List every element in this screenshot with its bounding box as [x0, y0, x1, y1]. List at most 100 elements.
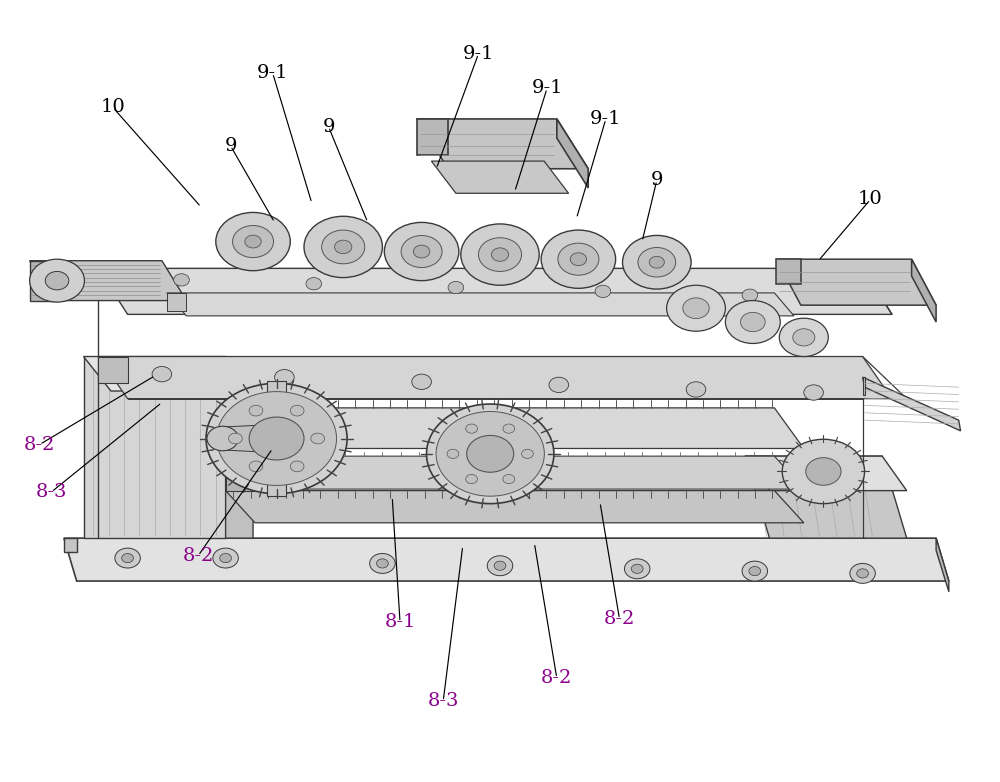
Polygon shape [863, 377, 865, 395]
Text: 9-1: 9-1 [257, 64, 288, 82]
Circle shape [740, 312, 765, 332]
Circle shape [649, 256, 664, 268]
Circle shape [742, 289, 758, 301]
Circle shape [494, 561, 506, 570]
Polygon shape [128, 268, 863, 296]
Circle shape [249, 417, 304, 460]
Polygon shape [98, 357, 892, 399]
Circle shape [570, 253, 587, 266]
Polygon shape [30, 260, 186, 300]
Polygon shape [863, 377, 961, 431]
Circle shape [412, 374, 431, 389]
Polygon shape [417, 119, 588, 169]
Circle shape [335, 240, 352, 253]
Circle shape [426, 404, 554, 504]
Circle shape [461, 224, 539, 285]
Text: 9-1: 9-1 [531, 79, 563, 97]
Circle shape [436, 411, 544, 497]
Circle shape [384, 222, 459, 281]
Text: 8-2: 8-2 [182, 547, 214, 565]
Text: 8-2: 8-2 [541, 669, 573, 687]
Polygon shape [417, 119, 448, 155]
Circle shape [857, 569, 868, 578]
Polygon shape [98, 268, 892, 314]
Circle shape [491, 248, 509, 261]
Text: 8-3: 8-3 [427, 692, 459, 710]
Circle shape [122, 554, 133, 563]
Circle shape [220, 554, 231, 563]
Polygon shape [84, 357, 226, 538]
Circle shape [478, 238, 522, 271]
Circle shape [206, 383, 347, 493]
Circle shape [638, 247, 676, 277]
Polygon shape [167, 293, 794, 316]
Polygon shape [84, 357, 253, 391]
Text: 9-1: 9-1 [463, 45, 494, 63]
Circle shape [275, 370, 294, 385]
Circle shape [749, 566, 761, 576]
Circle shape [631, 564, 643, 573]
Circle shape [370, 554, 395, 573]
Circle shape [306, 278, 322, 290]
Circle shape [779, 318, 828, 357]
Polygon shape [431, 161, 569, 193]
Text: 9-1: 9-1 [590, 110, 622, 128]
Text: 10: 10 [101, 99, 125, 117]
Circle shape [522, 449, 533, 458]
Text: 8-2: 8-2 [604, 611, 635, 629]
Polygon shape [912, 259, 936, 322]
Text: 9: 9 [224, 137, 237, 155]
Circle shape [413, 245, 430, 258]
Circle shape [487, 556, 513, 576]
Circle shape [725, 300, 780, 343]
Circle shape [623, 235, 691, 289]
Circle shape [742, 561, 768, 581]
Circle shape [804, 385, 823, 400]
Circle shape [229, 433, 242, 444]
Polygon shape [98, 357, 128, 383]
Circle shape [558, 243, 599, 275]
Circle shape [290, 405, 304, 416]
Circle shape [467, 436, 514, 472]
Circle shape [311, 433, 325, 444]
Circle shape [401, 235, 442, 267]
Circle shape [152, 367, 172, 382]
Polygon shape [167, 293, 186, 310]
Circle shape [290, 461, 304, 472]
Circle shape [448, 282, 464, 294]
Polygon shape [226, 456, 804, 489]
Polygon shape [98, 268, 128, 288]
Circle shape [549, 377, 569, 393]
Polygon shape [745, 456, 907, 538]
Circle shape [249, 461, 263, 472]
Polygon shape [776, 259, 801, 284]
Circle shape [249, 405, 263, 416]
Circle shape [233, 225, 274, 257]
Circle shape [806, 457, 841, 486]
Circle shape [624, 559, 650, 579]
Text: 8-2: 8-2 [24, 436, 55, 454]
Text: 10: 10 [858, 190, 883, 209]
Polygon shape [64, 538, 949, 581]
Circle shape [541, 230, 616, 289]
Polygon shape [128, 357, 863, 399]
Circle shape [207, 426, 238, 450]
Text: 8-1: 8-1 [384, 613, 416, 631]
Circle shape [304, 217, 382, 278]
Circle shape [503, 424, 515, 433]
Text: 8-3: 8-3 [35, 483, 67, 501]
Circle shape [322, 230, 365, 264]
Polygon shape [267, 381, 286, 496]
Circle shape [466, 475, 477, 483]
Circle shape [45, 271, 69, 290]
Polygon shape [776, 259, 936, 305]
Polygon shape [64, 538, 77, 552]
Polygon shape [557, 119, 588, 188]
Polygon shape [223, 425, 269, 452]
Polygon shape [30, 260, 54, 300]
Circle shape [782, 439, 865, 504]
Polygon shape [226, 357, 253, 538]
Circle shape [793, 328, 815, 346]
Circle shape [213, 548, 238, 568]
Circle shape [217, 392, 337, 486]
